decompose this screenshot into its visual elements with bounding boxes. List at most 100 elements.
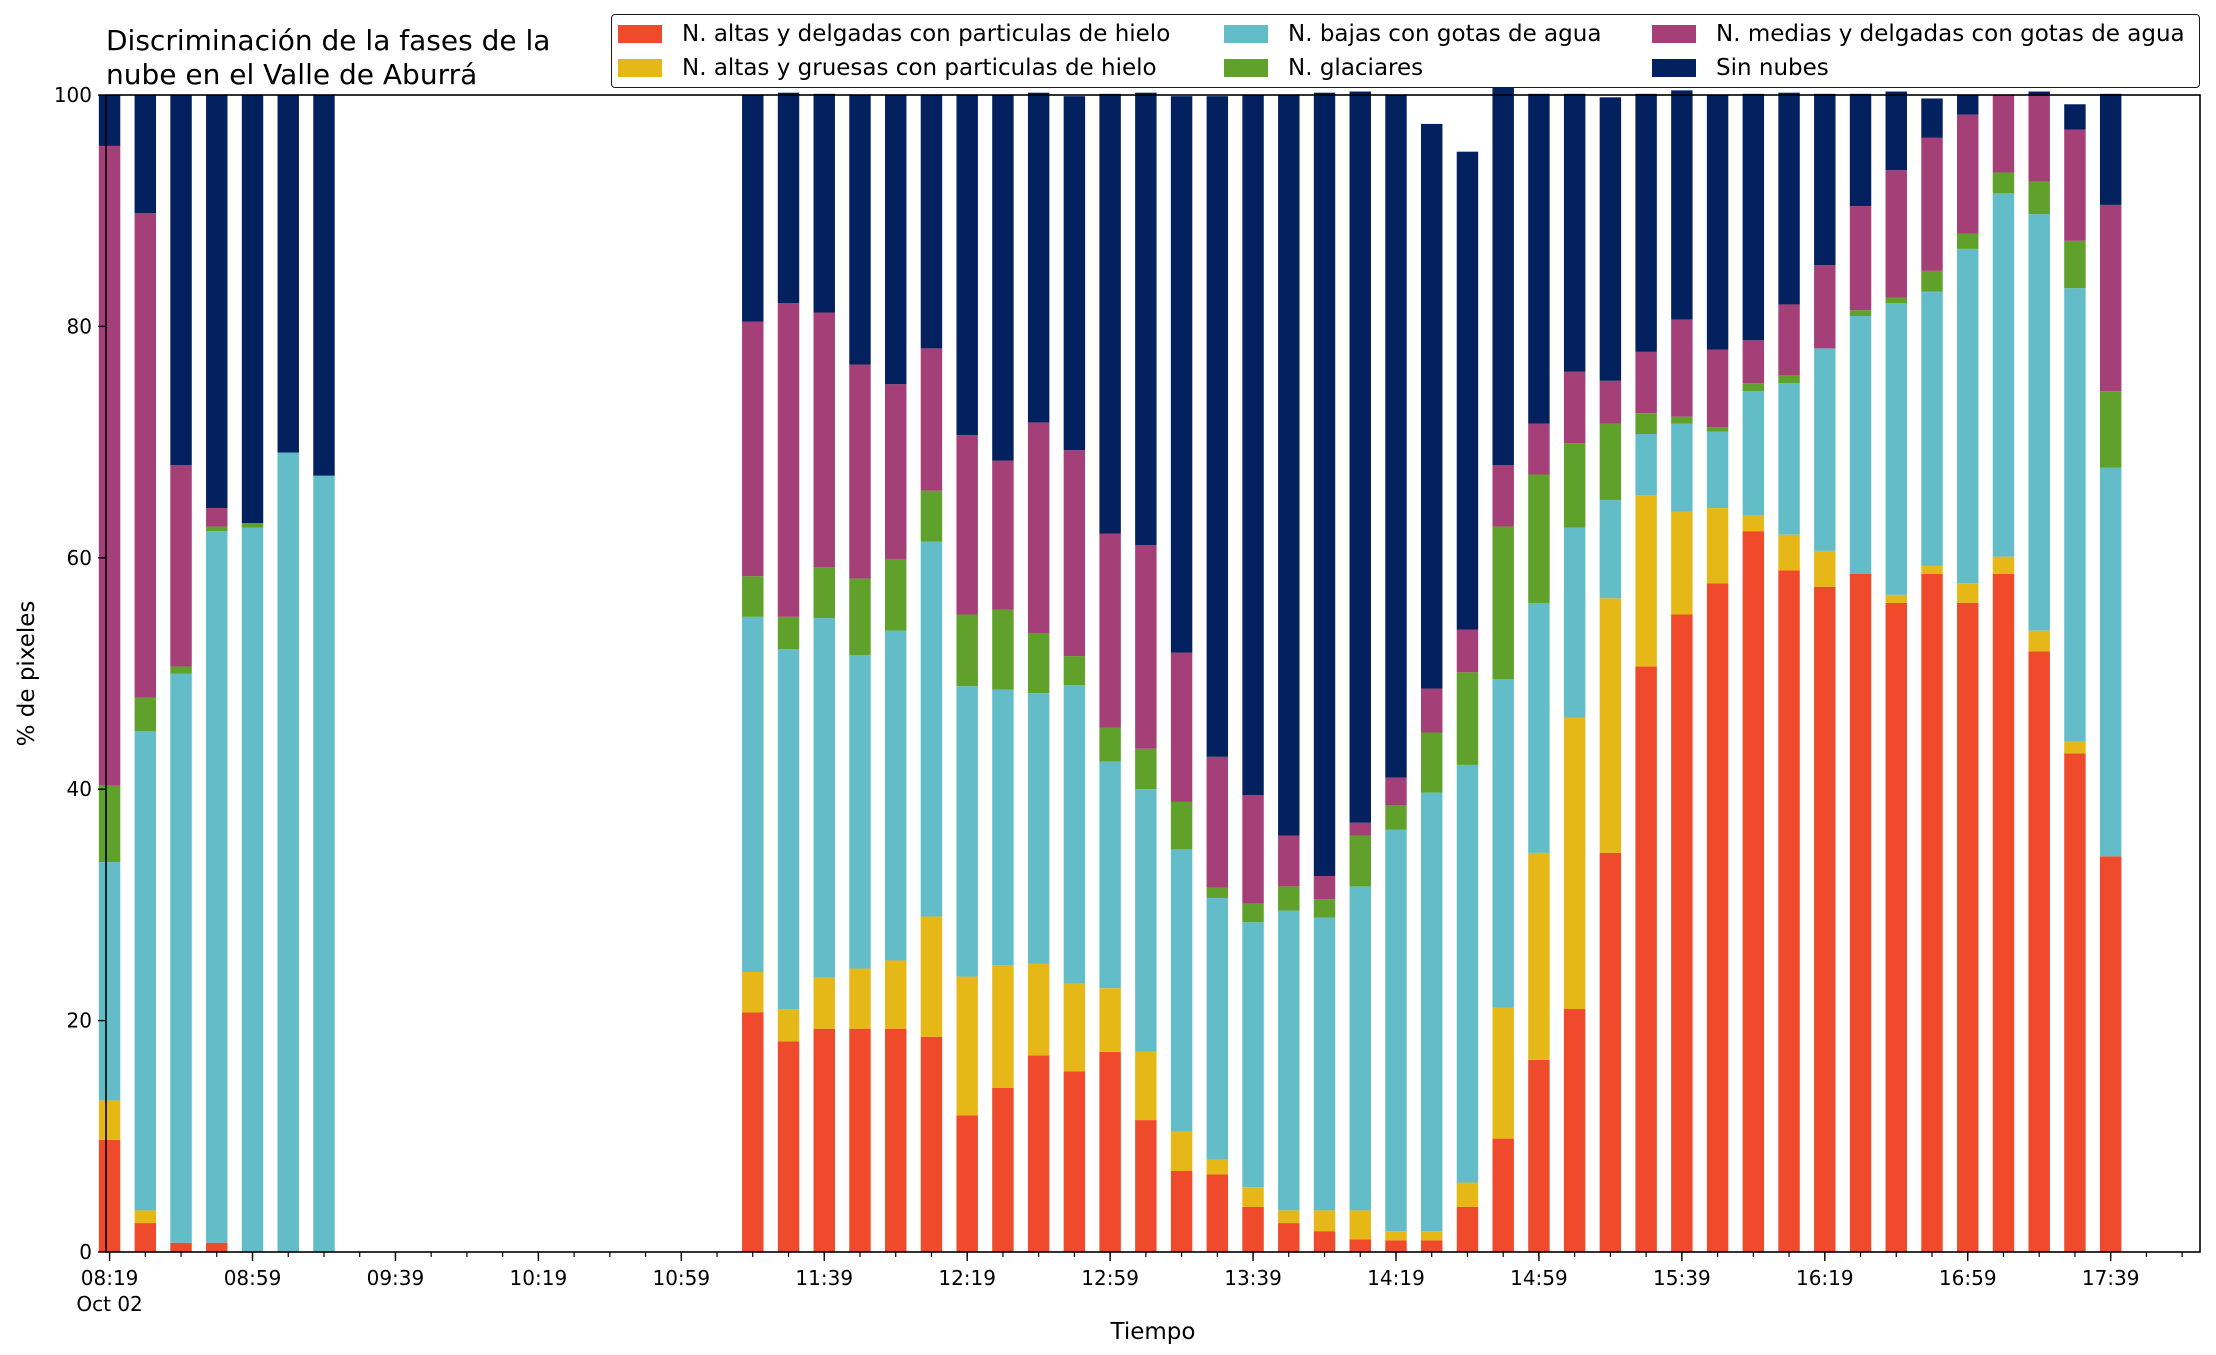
bar-segment: [1099, 988, 1121, 1052]
bar-segment: [1814, 550, 1836, 587]
bar-segment: [241, 523, 264, 528]
bar-segment: [1278, 1223, 1300, 1252]
bar-segment: [1278, 835, 1300, 887]
bar-segment: [849, 1028, 871, 1252]
bar-segment: [1278, 95, 1300, 836]
bar-segment: [2099, 93, 2122, 205]
bar-segment: [920, 1036, 943, 1252]
bar-segment: [170, 465, 192, 667]
bar-segment: [1492, 1138, 1514, 1252]
bar-segment: [1135, 1051, 1157, 1121]
bar-segment: [813, 617, 835, 978]
bar-segment: [1385, 1240, 1407, 1252]
bar-segment: [1206, 887, 1229, 898]
bar-segment: [1528, 423, 1550, 475]
bar-segment: [1242, 922, 1264, 1188]
bar-segment: [1599, 598, 1622, 853]
bar-segment: [1349, 1239, 1371, 1252]
bar-segment: [1671, 423, 1693, 512]
bar-segment: [134, 213, 157, 698]
bar-segment: [2099, 204, 2122, 392]
bar-segment: [1599, 852, 1622, 1252]
bar-segment: [1349, 91, 1371, 823]
bar-segment: [1027, 1055, 1050, 1252]
bar-segment: [1921, 270, 1943, 292]
x-tick-label: 08:19: [81, 1266, 139, 1290]
bar-segment: [813, 977, 835, 1029]
bar-segment: [1957, 248, 1979, 584]
bar-segment: [1957, 114, 1979, 234]
bar-segment: [1492, 465, 1514, 527]
legend-swatch: [1652, 25, 1696, 43]
bar-segment: [1242, 903, 1264, 923]
bar-segment: [1170, 801, 1193, 850]
bar-segment: [2064, 129, 2086, 241]
bar-segment: [1313, 92, 1336, 876]
bar-segment: [1814, 265, 1836, 349]
bar-segment: [1492, 1007, 1514, 1139]
bar-segment: [313, 95, 335, 476]
bar-segment: [1599, 499, 1622, 599]
bar-segment: [1706, 427, 1729, 432]
bar-segment: [1671, 90, 1693, 320]
bar-segment: [1742, 93, 1765, 341]
bar-segment: [1814, 348, 1836, 551]
bar-segment: [241, 95, 264, 524]
bar-segment: [1706, 583, 1729, 1252]
y-tick-label: 40: [67, 777, 92, 801]
y-tick-label: 100: [54, 83, 92, 107]
bar-segment: [1742, 340, 1765, 384]
bar-segment: [1063, 450, 1086, 657]
legend-item: N. altas y delgadas con particulas de hi…: [618, 21, 1170, 47]
bar-segment: [1456, 151, 1479, 630]
x-tick-label: 13:39: [1224, 1266, 1282, 1290]
bar-segment: [1456, 1206, 1479, 1252]
bar-segment: [1099, 761, 1121, 989]
y-tick-label: 0: [79, 1240, 92, 1264]
bar-segment: [1885, 91, 1907, 171]
x-tick-label: 16:19: [1796, 1266, 1854, 1290]
bar-segment: [992, 689, 1014, 966]
bar-segment: [1635, 666, 1657, 1252]
bar-segment: [98, 862, 121, 1101]
bar-segment: [1027, 633, 1050, 694]
bar-segment: [206, 508, 228, 527]
bar-segment: [1742, 391, 1765, 515]
bar-segment: [277, 95, 299, 453]
x-tick-label: 09:39: [367, 1266, 425, 1290]
bar-segment: [1635, 351, 1657, 414]
bar-segment: [2099, 856, 2122, 1252]
y-tick-label: 20: [67, 1009, 92, 1033]
bar-segment: [1170, 652, 1193, 802]
bar-segment: [1421, 1231, 1443, 1241]
bar-segment: [98, 785, 121, 863]
bar-segment: [1456, 672, 1479, 765]
bar-segment: [992, 460, 1014, 610]
bar-segment: [1099, 93, 1121, 534]
legend-swatch: [618, 59, 662, 77]
bar-segment: [1206, 897, 1229, 1160]
x-tick-label: 17:39: [2082, 1266, 2140, 1290]
bar-segment: [206, 95, 228, 509]
bar-segment: [885, 384, 907, 559]
bar-segment: [992, 1087, 1014, 1252]
bar-segment: [98, 1100, 121, 1140]
bar-segment: [920, 348, 943, 491]
bar-segment: [1385, 1231, 1407, 1241]
bar-segment: [1814, 93, 1836, 266]
bar-segment: [1671, 416, 1693, 424]
bar-segment: [1563, 93, 1586, 372]
bar-segment: [813, 93, 835, 313]
bar-segment: [1135, 92, 1157, 546]
bar-segment: [1885, 297, 1907, 304]
bar-segment: [1742, 383, 1765, 392]
bar-segment: [920, 541, 943, 917]
x-tick-label: 14:59: [1510, 1266, 1568, 1290]
bar-segment: [1528, 852, 1550, 1060]
bar-segment: [1706, 95, 1729, 350]
bar-segment: [1671, 614, 1693, 1252]
bar-segment: [777, 649, 800, 1010]
bar-segment: [1170, 96, 1193, 653]
bar-segment: [1492, 71, 1514, 466]
